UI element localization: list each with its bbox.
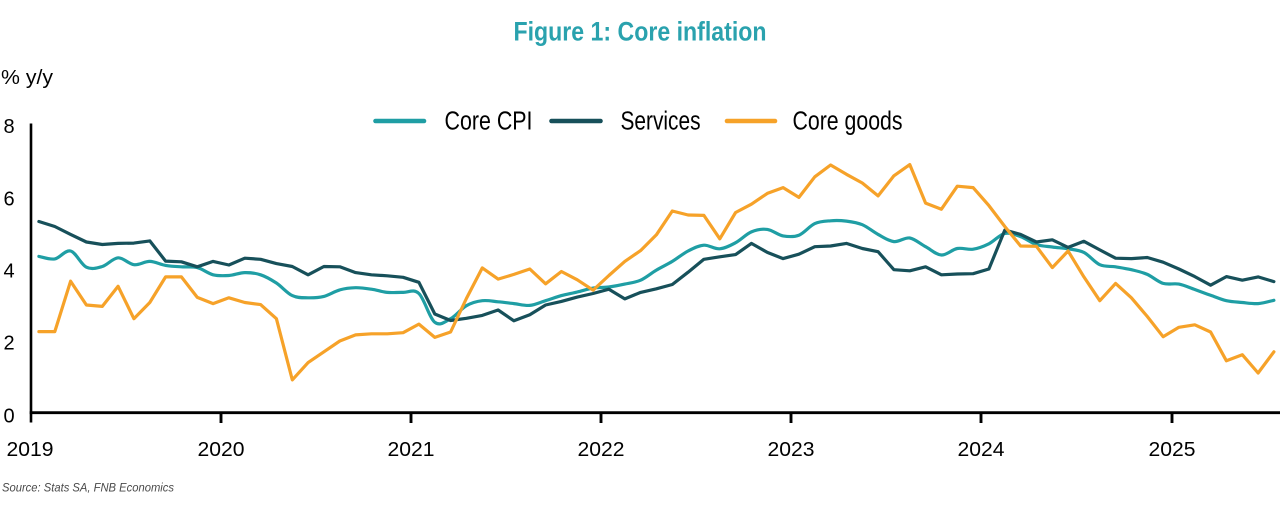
svg-text:2: 2 — [4, 333, 15, 355]
svg-text:0: 0 — [4, 406, 15, 428]
svg-text:8: 8 — [4, 116, 15, 138]
svg-text:2025: 2025 — [1149, 439, 1196, 461]
svg-text:2024: 2024 — [958, 439, 1005, 461]
svg-text:4: 4 — [4, 261, 15, 283]
svg-text:Core goods: Core goods — [793, 108, 903, 136]
svg-text:Figure 1: Core inflation: Figure 1: Core inflation — [514, 17, 767, 47]
svg-text:2023: 2023 — [768, 439, 815, 461]
svg-text:2021: 2021 — [388, 439, 435, 461]
svg-text:2020: 2020 — [198, 439, 245, 461]
svg-text:% y/y: % y/y — [1, 67, 53, 89]
svg-text:Services: Services — [621, 108, 701, 136]
svg-text:Source: Stats SA, FNB Economic: Source: Stats SA, FNB Economics — [2, 481, 174, 495]
svg-text:2022: 2022 — [578, 439, 625, 461]
svg-text:Core CPI: Core CPI — [445, 108, 533, 136]
svg-text:6: 6 — [4, 189, 15, 211]
svg-text:2019: 2019 — [7, 439, 54, 461]
